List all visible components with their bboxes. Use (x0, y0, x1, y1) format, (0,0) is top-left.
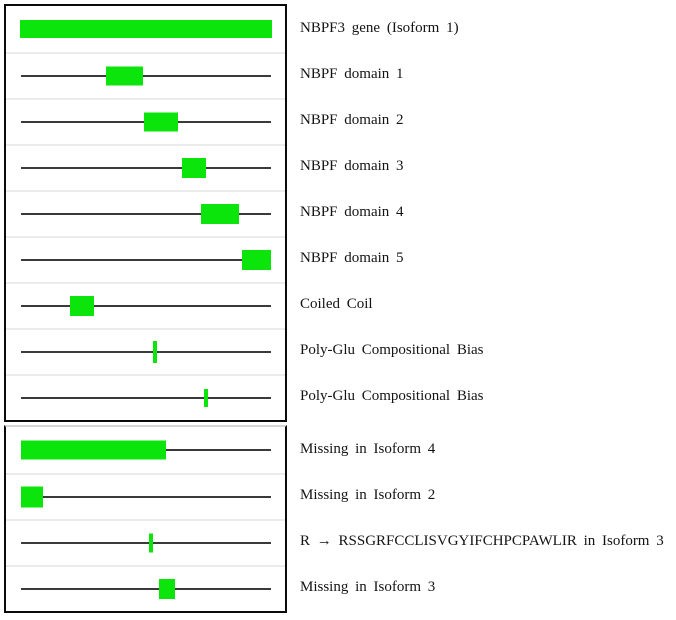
feature-panel-main (4, 4, 287, 422)
feature-marker-bar (21, 440, 166, 460)
feature-row (6, 144, 285, 190)
feature-row (6, 236, 285, 282)
feature-marker-box (144, 112, 178, 132)
track-line (21, 259, 271, 261)
feature-label: Missing in Isoform 4 (300, 441, 436, 457)
feature-row (6, 519, 285, 565)
feature-marker-box (201, 204, 239, 224)
track-line (21, 351, 271, 353)
feature-marker-box (182, 158, 206, 178)
track-line (21, 305, 271, 307)
feature-marker-tick (153, 341, 157, 363)
feature-row (6, 374, 285, 420)
track-line (21, 213, 271, 215)
feature-marker-tick (204, 389, 208, 407)
feature-row (6, 427, 285, 473)
feature-row (6, 52, 285, 98)
track-line (21, 496, 271, 498)
feature-marker-box (106, 66, 143, 86)
feature-marker-tick (149, 533, 153, 553)
feature-label: NBPF3 gene (Isoform 1) (300, 20, 459, 36)
feature-label: NBPF domain 3 (300, 158, 404, 174)
feature-label: Poly-Glu Compositional Bias (300, 388, 484, 404)
feature-label: NBPF domain 2 (300, 112, 404, 128)
feature-label: NBPF domain 5 (300, 250, 404, 266)
feature-marker-box (70, 296, 94, 316)
feature-marker-box (21, 486, 43, 508)
feature-labels: NBPF3 gene (Isoform 1) NBPF domain 1 NBPF … (300, 0, 676, 620)
feature-marker-bar (20, 20, 272, 38)
feature-marker-box (242, 250, 271, 270)
feature-row (6, 328, 285, 374)
feature-row (6, 473, 285, 519)
feature-label: R → RSSGRFCCLISVGYIFCHPCPAWLIR in Isofor… (300, 533, 664, 549)
feature-row (6, 6, 285, 52)
feature-label: Missing in Isoform 2 (300, 487, 436, 503)
feature-label: NBPF domain 1 (300, 66, 404, 82)
feature-panel-variants (4, 425, 287, 613)
feature-marker-box (159, 579, 175, 599)
feature-row (6, 98, 285, 144)
feature-row (6, 565, 285, 611)
track-line (21, 75, 271, 77)
feature-label: NBPF domain 4 (300, 204, 404, 220)
track-line (21, 167, 271, 169)
track-line (21, 397, 271, 399)
track-line (21, 542, 271, 544)
feature-label: Coiled Coil (300, 296, 373, 312)
feature-row (6, 190, 285, 236)
feature-label: Poly-Glu Compositional Bias (300, 342, 484, 358)
track-line (21, 588, 271, 590)
feature-row (6, 282, 285, 328)
feature-label: Missing in Isoform 3 (300, 579, 436, 595)
